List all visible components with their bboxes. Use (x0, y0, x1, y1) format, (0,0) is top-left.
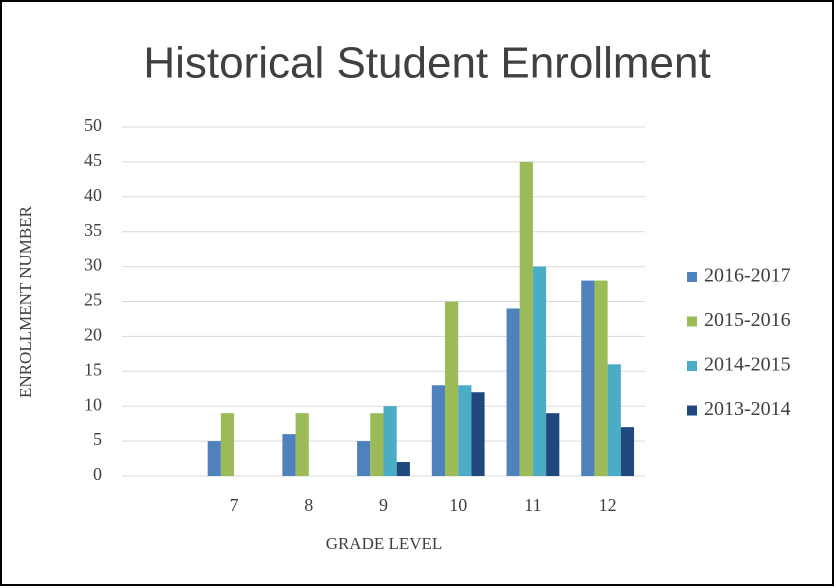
bar (594, 280, 608, 476)
y-tick-label: 10 (84, 394, 102, 414)
legend-swatch (687, 272, 697, 282)
x-tick-label: 9 (379, 495, 388, 515)
x-tick-label: 8 (304, 495, 313, 515)
bar (607, 364, 621, 476)
y-tick-label: 20 (84, 325, 102, 345)
bar (431, 385, 446, 476)
x-tick-label: 12 (599, 495, 617, 515)
x-tick-label: 11 (524, 495, 541, 515)
y-tick-label: 5 (93, 429, 102, 449)
legend-label: 2016-2017 (704, 265, 791, 287)
legend-swatch (687, 361, 697, 371)
y-tick-label: 40 (84, 185, 102, 205)
x-tick-label: 10 (449, 495, 467, 515)
bar (519, 161, 533, 476)
y-tick-label: 50 (84, 115, 102, 135)
bar (506, 308, 520, 476)
legend-label: 2013-2014 (704, 398, 791, 420)
y-tick-label: 25 (84, 290, 102, 310)
bar (370, 413, 384, 476)
y-tick-label: 35 (84, 220, 102, 240)
bar (396, 462, 410, 476)
bar (357, 441, 371, 476)
y-tick-label: 0 (93, 464, 102, 484)
bar (295, 413, 309, 476)
bar (220, 413, 235, 476)
bar (445, 301, 459, 476)
legend-swatch (687, 316, 697, 327)
x-tick-label: 7 (230, 495, 239, 515)
bar (282, 434, 296, 476)
bar (383, 406, 397, 476)
bar (581, 280, 595, 476)
y-tick-label: 15 (84, 359, 102, 379)
y-tick-label: 45 (84, 150, 102, 170)
bar (207, 441, 221, 476)
legend-label: 2015-2016 (704, 309, 791, 331)
bar (458, 385, 472, 476)
bar (532, 266, 547, 476)
bar (546, 413, 560, 476)
chart-title: Historical Student Enrollment (143, 39, 710, 88)
y-tick-label: 30 (84, 255, 102, 275)
y-axis-label: ENROLLMENT NUMBER (16, 205, 35, 398)
x-axis-label: GRADE LEVEL (326, 534, 443, 553)
bar (620, 427, 635, 476)
legend-swatch (687, 405, 697, 416)
legend-label: 2014-2015 (704, 354, 791, 376)
bar (471, 392, 485, 476)
